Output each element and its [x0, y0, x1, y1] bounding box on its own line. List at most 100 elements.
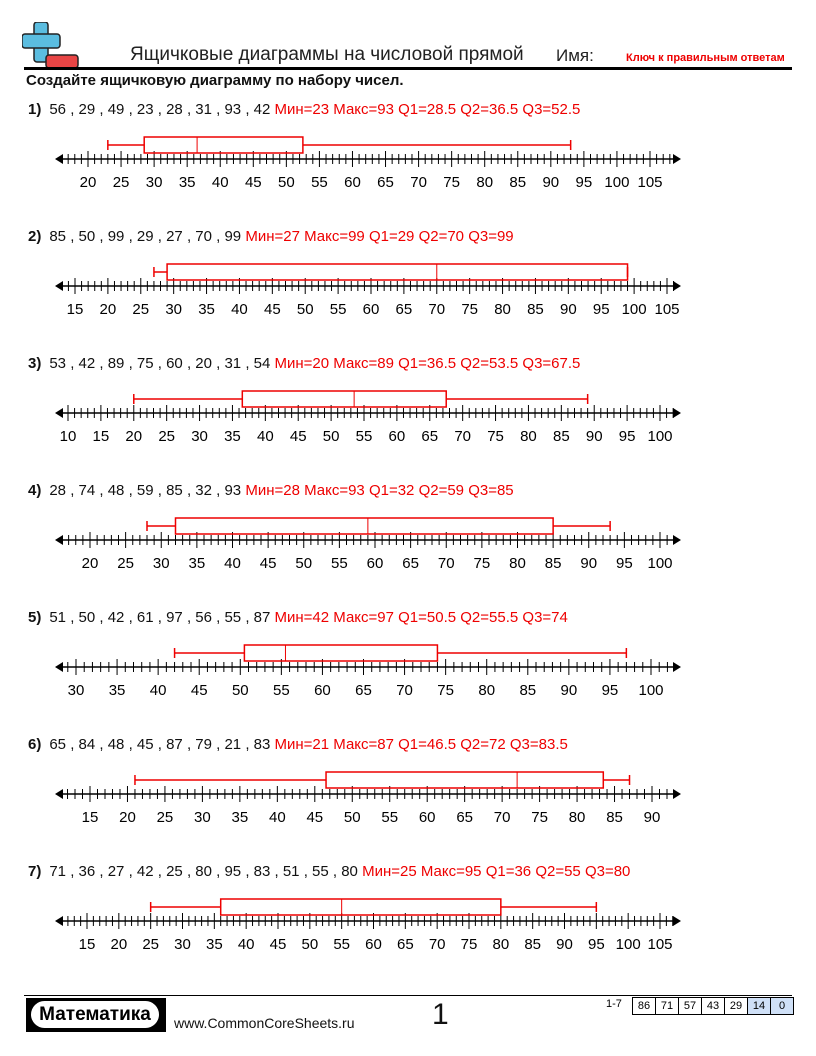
tick-label: 40 [150, 682, 167, 699]
tick-label: 70 [428, 301, 445, 318]
tick-label: 50 [301, 936, 318, 953]
box-plot-2: 15 20 25 30 35 40 45 50 55 60 65 70 75 80 85 90 95 100 105 [55, 263, 681, 318]
tick-label: 35 [189, 555, 206, 572]
problem-data: 28 , 74 , 48 , 59 , 85 , 32 , 93 [49, 482, 242, 499]
tick-label: 105 [654, 301, 679, 318]
tick-label: 80 [492, 936, 509, 953]
tick-label: 15 [67, 301, 84, 318]
tick-label: 65 [421, 428, 438, 445]
tick-label: 45 [270, 936, 287, 953]
arrow-right-icon [673, 535, 681, 545]
tick-label: 35 [206, 936, 223, 953]
tick-label: 25 [157, 809, 174, 826]
score-cell: 43 [701, 998, 724, 1014]
tick-label: 75 [531, 809, 548, 826]
arrow-left-icon [55, 154, 63, 164]
site-url: www.CommonCoreSheets.ru [174, 1015, 355, 1031]
tick-label: 55 [311, 174, 328, 191]
tick-label: 60 [367, 555, 384, 572]
tick-label: 20 [80, 174, 97, 191]
tick-label: 60 [365, 936, 382, 953]
tick-label: 85 [519, 682, 536, 699]
tick-label: 20 [82, 555, 99, 572]
problem-data: 65 , 84 , 48 , 45 , 87 , 79 , 21 , 83 [49, 736, 271, 753]
tick-label: 95 [619, 428, 636, 445]
page-number: 1 [432, 998, 449, 1031]
arrow-left-icon [55, 281, 63, 291]
tick-label: 90 [586, 428, 603, 445]
tick-label: 75 [461, 936, 478, 953]
tick-label: 70 [454, 428, 471, 445]
tick-label: 40 [231, 301, 248, 318]
problem-answer: Мин=25 Макс=95 Q1=36 Q2=55 Q3=80 [362, 863, 631, 880]
tick-label: 95 [593, 301, 610, 318]
tick-label: 85 [509, 174, 526, 191]
iqr-box [325, 771, 605, 789]
tick-label: 95 [576, 174, 593, 191]
tick-label: 60 [344, 174, 361, 191]
tick-label: 60 [314, 682, 331, 699]
tick-label: 75 [461, 301, 478, 318]
arrow-right-icon [673, 789, 681, 799]
tick-label: 85 [545, 555, 562, 572]
tick-label: 45 [260, 555, 277, 572]
problem-answer: Мин=27 Макс=99 Q1=29 Q2=70 Q3=99 [245, 228, 514, 245]
problem-number: 6) [28, 736, 42, 753]
tick-label: 25 [158, 428, 175, 445]
tick-label: 65 [355, 682, 372, 699]
tick-label: 30 [68, 682, 85, 699]
tick-label: 30 [174, 936, 191, 953]
header-divider [24, 67, 792, 70]
tick-label: 55 [356, 428, 373, 445]
iqr-box [241, 390, 447, 408]
tick-label: 45 [290, 428, 307, 445]
tick-label: 105 [637, 174, 662, 191]
tick-label: 70 [410, 174, 427, 191]
tick-label: 30 [194, 809, 211, 826]
tick-label: 45 [245, 174, 262, 191]
tick-label: 20 [110, 936, 127, 953]
problem-5: 5) 51 , 50 , 42 , 61 , 97 , 56 , 55 , 87 … [28, 609, 568, 626]
tick-label: 20 [119, 809, 136, 826]
problem-number: 2) [28, 228, 42, 245]
tick-label: 25 [117, 555, 134, 572]
problem-answer: Мин=23 Макс=93 Q1=28.5 Q2=36.5 Q3=52.5 [274, 101, 581, 118]
tick-label: 95 [588, 936, 605, 953]
box-plot-4: 20 25 30 35 40 45 50 55 60 65 70 75 80 85 90 95 100 [55, 517, 681, 572]
tick-label: 45 [306, 809, 323, 826]
problem-answer: Мин=21 Макс=87 Q1=46.5 Q2=72 Q3=83.5 [274, 736, 568, 753]
arrow-right-icon [673, 154, 681, 164]
tick-label: 25 [132, 301, 149, 318]
arrow-left-icon [55, 789, 63, 799]
tick-label: 35 [232, 809, 249, 826]
problem-4: 4) 28 , 74 , 48 , 59 , 85 , 32 , 93 Мин=2… [28, 482, 514, 499]
tick-label: 60 [363, 301, 380, 318]
arrow-left-icon [55, 662, 63, 672]
tick-label: 55 [330, 301, 347, 318]
tick-label: 35 [179, 174, 196, 191]
tick-label: 95 [616, 555, 633, 572]
tick-label: 100 [647, 555, 672, 572]
iqr-box [166, 263, 629, 281]
score-cell: 29 [724, 998, 747, 1014]
tick-label: 90 [560, 301, 577, 318]
tick-label: 90 [542, 174, 559, 191]
tick-label: 90 [644, 809, 661, 826]
tick-label: 65 [396, 301, 413, 318]
problem-answer: Мин=20 Макс=89 Q1=36.5 Q2=53.5 Q3=67.5 [274, 355, 581, 372]
tick-label: 100 [647, 428, 672, 445]
problem-data: 51 , 50 , 42 , 61 , 97 , 56 , 55 , 87 [49, 609, 271, 626]
tick-label: 15 [79, 936, 96, 953]
tick-label: 45 [191, 682, 208, 699]
problem-number: 5) [28, 609, 42, 626]
score-cell: 86 [637, 1000, 651, 1012]
iqr-box [219, 898, 502, 916]
brand-badge: Математика [26, 998, 166, 1032]
answer-key-label: Ключ к правильным ответам [626, 52, 785, 64]
problem-number: 1) [28, 101, 42, 118]
problem-data: 71 , 36 , 27 , 42 , 25 , 80 , 95 , 83 , … [49, 863, 358, 880]
arrow-left-icon [55, 408, 63, 418]
tick-label: 85 [553, 428, 570, 445]
tick-label: 55 [273, 682, 290, 699]
